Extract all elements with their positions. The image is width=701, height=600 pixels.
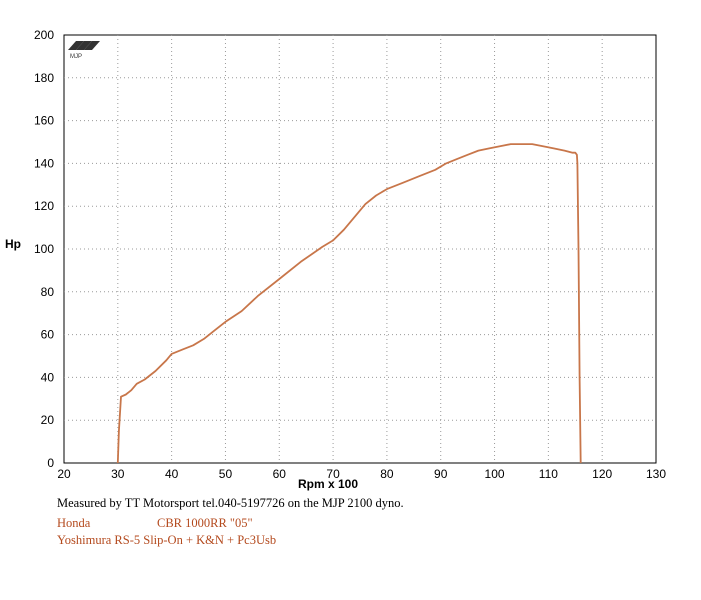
logo-text: MJP	[70, 54, 82, 60]
y-tick-label: 20	[41, 413, 55, 427]
vehicle-model: CBR 1000RR "05"	[157, 516, 253, 530]
y-tick-label: 200	[34, 28, 54, 42]
x-tick-label: 70	[326, 467, 340, 481]
vehicle-make: Honda	[57, 516, 91, 530]
y-tick-label: 0	[47, 456, 54, 470]
x-tick-label: 130	[646, 467, 666, 481]
x-tick-label: 100	[485, 467, 505, 481]
x-tick-label: 80	[380, 467, 394, 481]
tick-labels: 20 30 40 50 60 70 80 90 100 110 120 130020406080100…	[34, 28, 666, 481]
x-tick-label: 90	[434, 467, 448, 481]
modifications: Yoshimura RS-5 Slip-On + K&N + Pc3Usb	[57, 533, 277, 547]
vehicle-line: Honda CBR 1000RR "05"	[57, 516, 253, 531]
y-tick-label: 100	[34, 242, 54, 256]
grid	[64, 35, 656, 463]
measurement-note: Measured by TT Motorsport tel.040-519772…	[57, 496, 404, 510]
logo-mark	[68, 41, 84, 50]
y-tick-label: 60	[41, 328, 55, 342]
y-tick-label: 140	[34, 156, 54, 170]
y-tick-label: 120	[34, 199, 54, 213]
logo: MJP	[68, 41, 100, 60]
x-tick-label: 110	[539, 467, 558, 481]
y-tick-label: 40	[41, 370, 55, 384]
series-layer	[116, 143, 582, 464]
x-tick-label: 120	[592, 467, 612, 481]
x-tick-label: 30	[111, 467, 125, 481]
x-tick-label: 50	[219, 467, 233, 481]
y-tick-label: 160	[34, 114, 54, 128]
y-tick-label: 180	[34, 71, 54, 85]
series-line	[116, 143, 582, 464]
y-tick-label: 80	[41, 285, 55, 299]
y-axis-label: Hp	[5, 237, 21, 251]
x-axis-label: Rpm x 100	[298, 477, 358, 491]
x-tick-label: 40	[165, 467, 179, 481]
x-tick-label: 60	[273, 467, 287, 481]
x-tick-label: 20	[57, 467, 71, 481]
